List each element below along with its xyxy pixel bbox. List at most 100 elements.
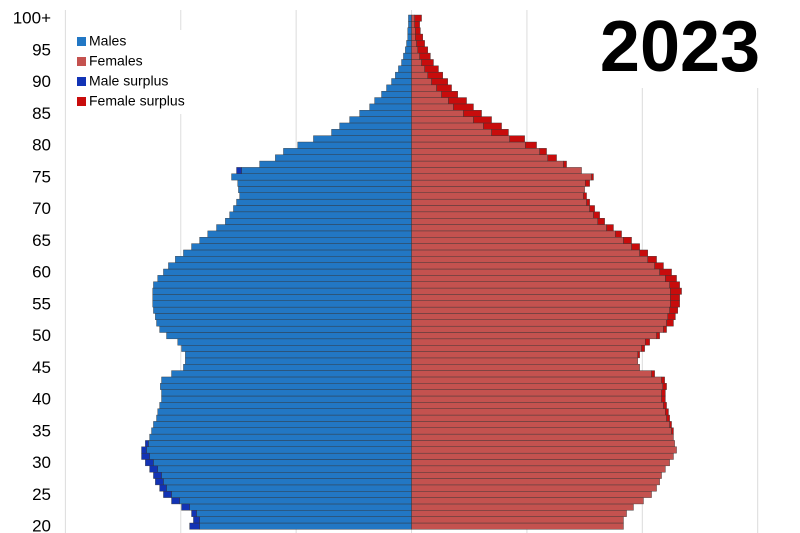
bar — [411, 173, 592, 181]
bar — [411, 46, 418, 54]
bar — [401, 59, 412, 67]
bar — [415, 27, 421, 35]
bar — [666, 319, 674, 327]
bar — [411, 433, 674, 441]
y-tick-label: 85 — [32, 104, 51, 123]
bar — [168, 262, 412, 270]
bar — [411, 167, 582, 174]
bar — [411, 71, 428, 79]
bar — [236, 167, 242, 174]
bar — [666, 414, 670, 422]
bar — [161, 389, 412, 397]
bar — [395, 71, 412, 79]
bar — [615, 230, 622, 238]
bar — [411, 40, 417, 47]
bar — [411, 306, 670, 314]
y-tick-label: 60 — [32, 263, 51, 282]
bar — [411, 122, 484, 130]
bar — [411, 459, 670, 467]
bar — [149, 465, 158, 473]
bar — [189, 522, 200, 530]
bar — [411, 268, 660, 276]
bar — [411, 370, 652, 378]
bar — [241, 167, 412, 174]
bar — [155, 313, 412, 321]
bar — [665, 275, 677, 282]
y-tick-label: 100+ — [13, 9, 51, 28]
bar — [407, 27, 412, 35]
bar — [155, 478, 164, 486]
legend-label: Male surplus — [89, 73, 168, 89]
bar — [670, 294, 680, 301]
bar — [411, 389, 662, 397]
bar — [216, 224, 412, 232]
bar — [411, 281, 670, 289]
bar — [411, 154, 548, 162]
bar — [297, 141, 412, 149]
y-tick-label: 80 — [32, 136, 51, 155]
bar — [411, 33, 416, 41]
bar — [667, 313, 676, 321]
bar — [415, 33, 423, 41]
bar — [151, 427, 412, 435]
bar — [411, 186, 585, 193]
bar — [408, 21, 412, 28]
bar — [411, 402, 664, 409]
bar — [669, 421, 672, 428]
bar — [231, 173, 412, 181]
bar — [411, 198, 587, 206]
legend-swatch — [77, 97, 86, 106]
bar — [411, 427, 672, 435]
legend: Males Females Male surplus Female surplus — [70, 30, 200, 114]
bar — [149, 452, 412, 460]
bar — [411, 516, 624, 524]
bar — [411, 27, 416, 35]
bar — [414, 21, 420, 28]
bar — [411, 446, 677, 454]
bar — [448, 97, 467, 105]
bar — [411, 287, 671, 295]
bar — [411, 205, 590, 213]
bar — [591, 173, 594, 181]
bar — [411, 21, 415, 28]
bar — [586, 198, 590, 206]
bar — [411, 294, 671, 301]
bar — [411, 129, 492, 136]
bar — [359, 110, 412, 117]
bar — [152, 300, 412, 308]
bar — [411, 414, 667, 422]
bar — [670, 287, 682, 295]
bar — [207, 230, 412, 238]
bar — [525, 141, 537, 149]
bar — [663, 402, 667, 409]
bar — [163, 268, 412, 276]
bar — [175, 256, 412, 263]
title-box — [590, 8, 770, 88]
bar — [411, 59, 422, 67]
bar — [331, 129, 412, 136]
bar — [411, 110, 464, 117]
bar — [656, 332, 660, 340]
bar — [547, 154, 557, 162]
bar — [424, 65, 439, 73]
legend-label: Males — [89, 33, 126, 49]
bar — [669, 281, 680, 289]
bar — [411, 84, 437, 92]
legend-label: Female surplus — [89, 93, 185, 109]
bar — [225, 217, 412, 225]
bar — [199, 516, 412, 524]
bar — [411, 230, 616, 238]
bar — [313, 135, 412, 143]
bar — [421, 59, 434, 67]
bar — [398, 65, 412, 73]
y-tick-label: 50 — [32, 326, 51, 345]
legend-swatch — [77, 57, 86, 66]
bar — [166, 484, 412, 492]
bar — [407, 33, 412, 41]
bar — [179, 497, 412, 505]
bar — [411, 338, 646, 346]
bar — [411, 376, 662, 384]
bar — [391, 78, 412, 86]
bar — [647, 256, 657, 263]
bar — [159, 325, 412, 333]
